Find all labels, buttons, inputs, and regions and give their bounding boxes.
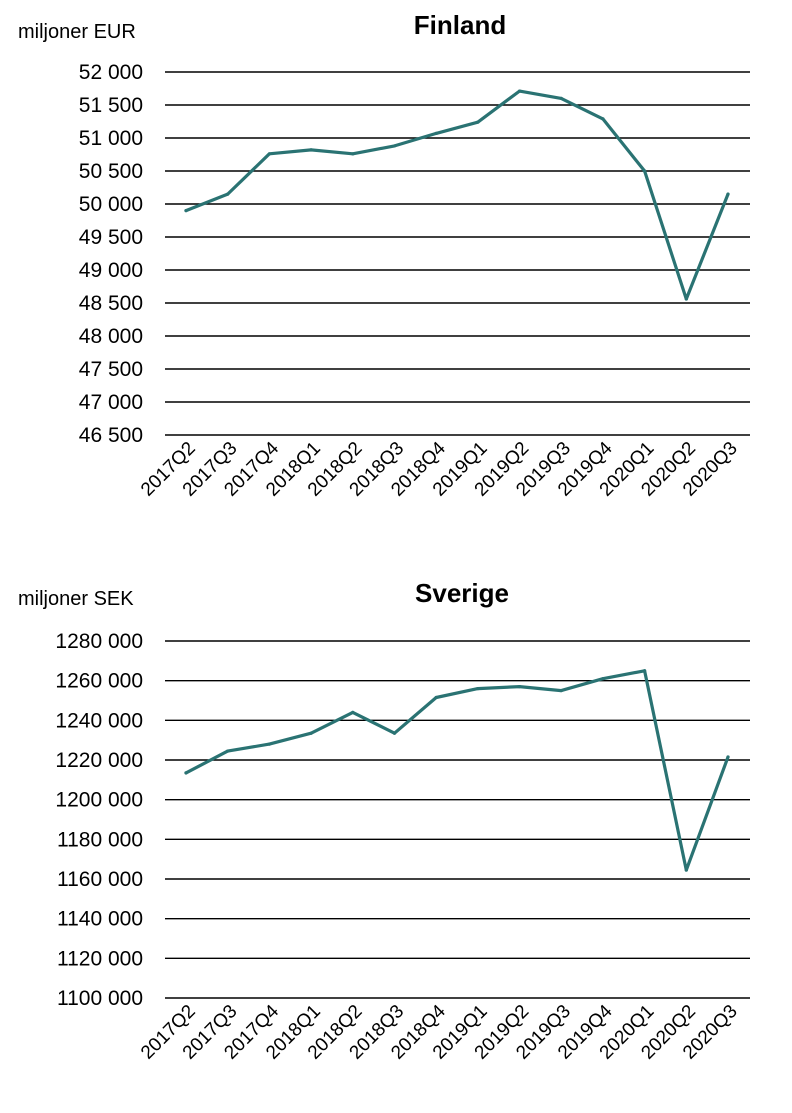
data-point xyxy=(434,695,438,700)
y-unit-label: miljoner SEK xyxy=(18,588,134,610)
data-point xyxy=(726,192,730,196)
series-layer xyxy=(184,89,730,301)
chart-title: Finland xyxy=(414,10,506,40)
x-tick-labels: 2017Q22017Q32017Q42018Q12018Q22018Q32018… xyxy=(137,438,742,501)
data-point xyxy=(392,731,397,735)
gridlines xyxy=(165,71,750,436)
y-tick-label: 50 500 xyxy=(79,160,143,183)
y-tick-label: 1140 000 xyxy=(57,908,143,931)
y-tick-label: 52 000 xyxy=(79,61,143,84)
data-point xyxy=(226,192,230,196)
series-layer xyxy=(184,669,730,872)
data-point xyxy=(517,89,522,93)
y-tick-label: 51 000 xyxy=(79,127,143,150)
y-tick-label: 1160 000 xyxy=(57,868,143,891)
data-point xyxy=(559,96,563,100)
y-tick-label: 1280 000 xyxy=(55,630,143,653)
data-point xyxy=(684,868,688,872)
y-tick-labels: 52 000 51 500 51 000 50 500 50 000 49 500 49 0… xyxy=(79,61,143,447)
y-tick-label: 46 500 xyxy=(79,424,143,447)
data-point xyxy=(351,710,355,715)
y-tick-label: 51 500 xyxy=(79,94,143,117)
data-point xyxy=(643,169,647,173)
gridlines xyxy=(165,640,750,999)
y-tick-label: 48 500 xyxy=(79,292,143,315)
x-tick-labels: 2017Q22017Q32017Q42018Q12018Q22018Q32018… xyxy=(137,1001,742,1064)
y-tick-label: 1240 000 xyxy=(55,709,143,732)
y-tick-label: 49 000 xyxy=(79,259,143,282)
y-tick-label: 1260 000 xyxy=(55,670,143,693)
data-point xyxy=(184,209,188,213)
data-point xyxy=(643,669,647,673)
data-point xyxy=(601,677,605,681)
y-tick-label: 48 000 xyxy=(79,325,143,348)
data-point xyxy=(267,742,271,746)
y-tick-label: 1120 000 xyxy=(57,947,143,970)
y-tick-label: 47 000 xyxy=(79,391,143,414)
y-tick-label: 1200 000 xyxy=(55,789,143,812)
data-point xyxy=(309,731,313,735)
chart-title: Sverige xyxy=(415,578,509,608)
data-point xyxy=(267,152,271,156)
data-point xyxy=(476,120,480,124)
data-point xyxy=(184,771,188,775)
data-point xyxy=(601,117,605,121)
sverige-chart: Sverige miljoner SEK 1280 000 1260 000 124… xyxy=(18,578,750,1064)
data-point xyxy=(309,148,313,152)
y-tick-label: 49 500 xyxy=(79,226,143,249)
series-line xyxy=(184,89,730,301)
data-point xyxy=(517,685,522,689)
data-point xyxy=(351,152,355,156)
data-point xyxy=(226,749,230,753)
data-point xyxy=(726,755,730,759)
data-point xyxy=(434,131,438,135)
y-tick-label: 1100 000 xyxy=(57,987,143,1010)
y-tick-label: 50 000 xyxy=(79,193,143,216)
data-point xyxy=(559,688,563,693)
data-point xyxy=(684,297,688,301)
data-point xyxy=(476,687,480,691)
y-tick-labels: 1280 000 1260 000 1240 000 1220 000 1200 000… xyxy=(55,630,143,1010)
y-tick-label: 47 500 xyxy=(79,358,143,381)
y-tick-label: 1180 000 xyxy=(57,828,143,851)
data-point xyxy=(392,144,397,148)
series-line xyxy=(184,669,730,872)
y-tick-label: 1220 000 xyxy=(55,749,143,772)
y-unit-label: miljoner EUR xyxy=(18,21,136,43)
